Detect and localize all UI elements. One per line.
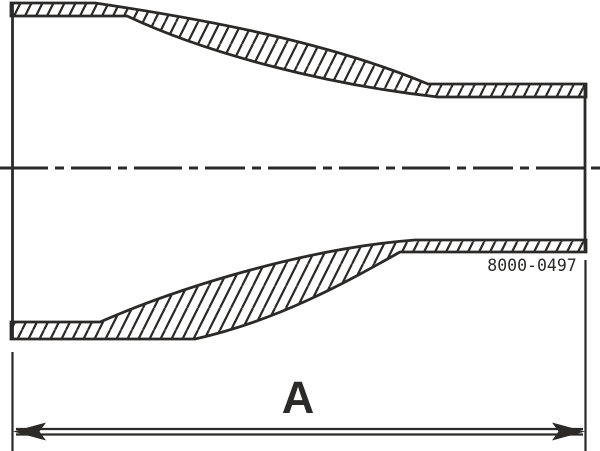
dimension-arrow-left [13,422,46,441]
dimension-label: A [282,372,315,423]
part-number-label: 8000-0497 [487,256,576,275]
dimension-line [16,427,583,436]
reducer-top-wall-section [9,1,588,99]
reducer-bottom-wall-section [9,238,588,341]
dimension-arrow-right [552,422,585,441]
